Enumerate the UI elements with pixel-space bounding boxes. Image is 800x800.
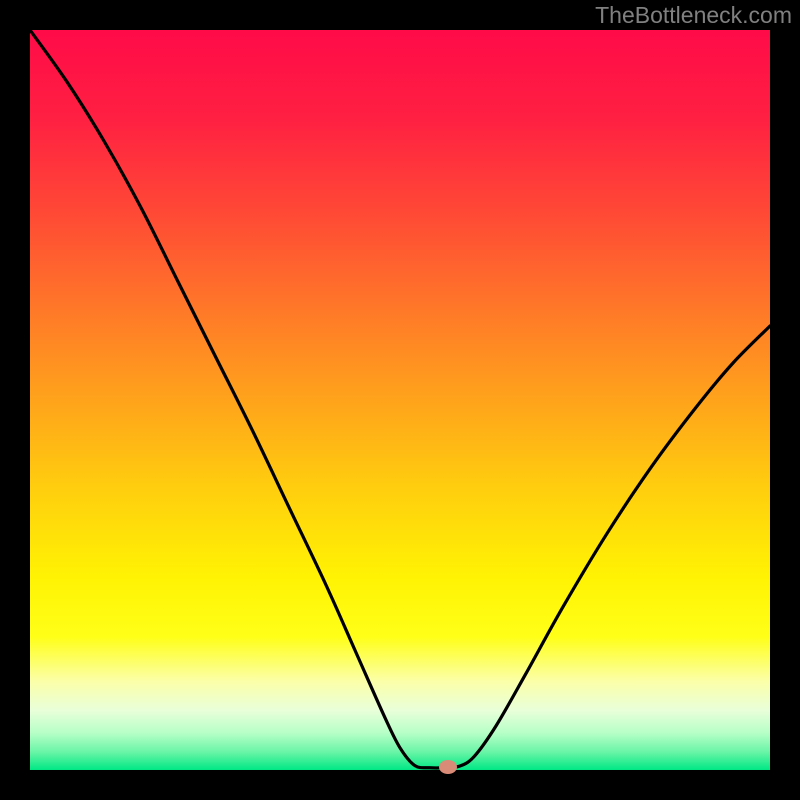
plot-area	[30, 30, 770, 770]
bottleneck-curve	[30, 30, 770, 770]
chart-canvas: TheBottleneck.com	[0, 0, 800, 800]
optimum-marker	[439, 760, 457, 774]
watermark-text: TheBottleneck.com	[595, 2, 792, 29]
